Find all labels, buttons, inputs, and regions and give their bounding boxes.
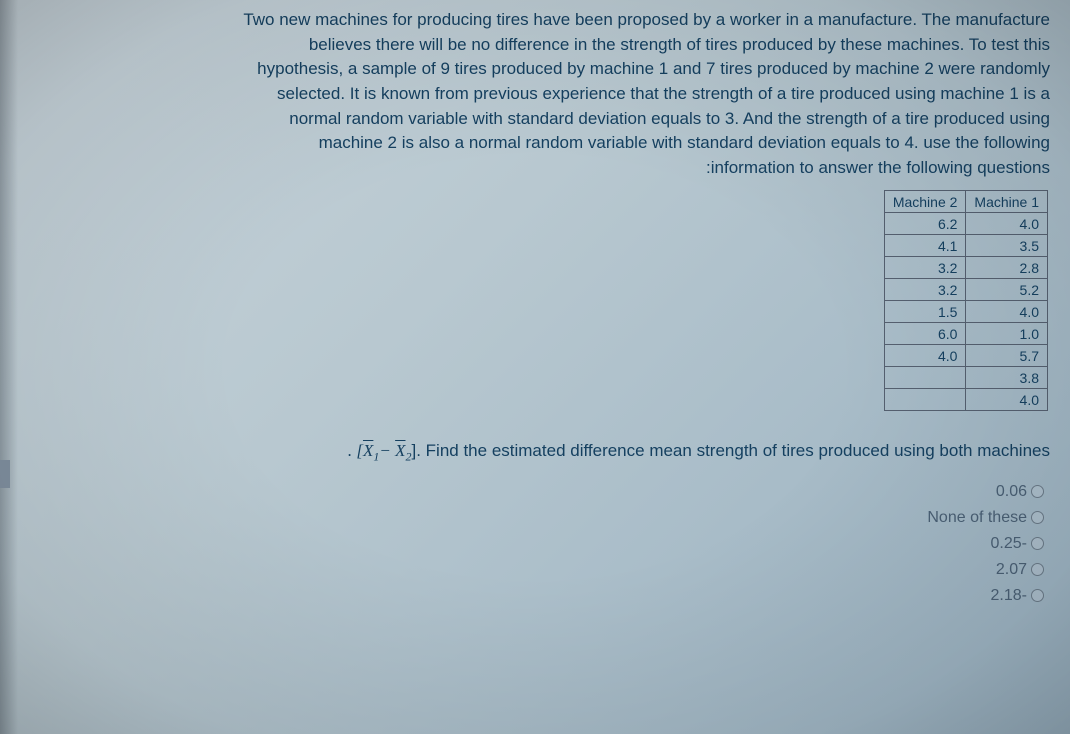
left-marker xyxy=(0,460,10,488)
table-row: 4.0 xyxy=(884,389,1047,411)
cell-m2: 1.5 xyxy=(884,301,966,323)
header-machine-1: Machine 1 xyxy=(966,191,1048,213)
problem-line-3: hypothesis, a sample of 9 tires produced… xyxy=(257,59,1050,78)
radio-icon[interactable] xyxy=(1031,563,1044,576)
problem-line-6: machine 2 is also a normal random variab… xyxy=(319,133,1050,152)
radio-icon[interactable] xyxy=(1031,537,1044,550)
cell-m1: 5.2 xyxy=(966,279,1048,301)
cell-m2: 6.0 xyxy=(884,323,966,345)
option-label: 2.18- xyxy=(991,587,1027,605)
cell-m2: 6.2 xyxy=(884,213,966,235)
options-list: 0.06 None of these 0.25- 2.07 2.18- xyxy=(20,483,1050,605)
formula-x2: X xyxy=(395,441,405,460)
option-5[interactable]: 2.18- xyxy=(20,587,1044,605)
option-1[interactable]: 0.06 xyxy=(20,483,1044,501)
table-row: 6.2 4.0 xyxy=(884,213,1047,235)
table-row: 3.2 2.8 xyxy=(884,257,1047,279)
cell-m1: 4.0 xyxy=(966,301,1048,323)
formula-minus: − xyxy=(379,441,390,460)
cell-m1: 4.0 xyxy=(966,389,1048,411)
problem-line-5: normal random variable with standard dev… xyxy=(289,109,1050,128)
cell-m1: 1.0 xyxy=(966,323,1048,345)
option-2[interactable]: None of these xyxy=(20,509,1044,527)
table-row: 4.1 3.5 xyxy=(884,235,1047,257)
cell-m2: 3.2 xyxy=(884,257,966,279)
option-label: None of these xyxy=(927,509,1027,527)
option-label: 2.07 xyxy=(996,561,1027,579)
cell-m2: 4.0 xyxy=(884,345,966,367)
data-table: Machine 2 Machine 1 6.2 4.0 4.1 3.5 3.2 … xyxy=(884,190,1048,411)
problem-line-2: believes there will be no difference in … xyxy=(309,35,1050,54)
table-row: 6.0 1.0 xyxy=(884,323,1047,345)
option-label: 0.06 xyxy=(996,483,1027,501)
question-prompt: . [X1− X2]. Find the estimated differenc… xyxy=(20,441,1050,464)
cell-m2 xyxy=(884,389,966,411)
option-3[interactable]: 0.25- xyxy=(20,535,1044,553)
cell-m1: 3.8 xyxy=(966,367,1048,389)
radio-icon[interactable] xyxy=(1031,511,1044,524)
header-machine-2: Machine 2 xyxy=(884,191,966,213)
cell-m1: 5.7 xyxy=(966,345,1048,367)
table-row: 3.2 5.2 xyxy=(884,279,1047,301)
question-text: ]. Find the estimated difference mean st… xyxy=(412,441,1051,460)
left-shadow xyxy=(0,0,18,734)
problem-line-1: Two new machines for producing tires hav… xyxy=(243,10,1050,29)
cell-m2: 4.1 xyxy=(884,235,966,257)
formula-x1: X xyxy=(363,441,373,460)
problem-line-7: :information to answer the following que… xyxy=(706,158,1050,177)
cell-m1: 4.0 xyxy=(966,213,1048,235)
option-4[interactable]: 2.07 xyxy=(20,561,1044,579)
table-row: 1.5 4.0 xyxy=(884,301,1047,323)
table-header-row: Machine 2 Machine 1 xyxy=(884,191,1047,213)
problem-statement: Two new machines for producing tires hav… xyxy=(20,8,1050,180)
radio-icon[interactable] xyxy=(1031,589,1044,602)
option-label: 0.25- xyxy=(991,535,1027,553)
table-row: 4.0 5.7 xyxy=(884,345,1047,367)
cell-m1: 3.5 xyxy=(966,235,1048,257)
radio-icon[interactable] xyxy=(1031,485,1044,498)
formula: . [X1− X2 xyxy=(348,441,412,460)
problem-line-4: selected. It is known from previous expe… xyxy=(277,84,1050,103)
table-row: 3.8 xyxy=(884,367,1047,389)
cell-m1: 2.8 xyxy=(966,257,1048,279)
cell-m2: 3.2 xyxy=(884,279,966,301)
cell-m2 xyxy=(884,367,966,389)
